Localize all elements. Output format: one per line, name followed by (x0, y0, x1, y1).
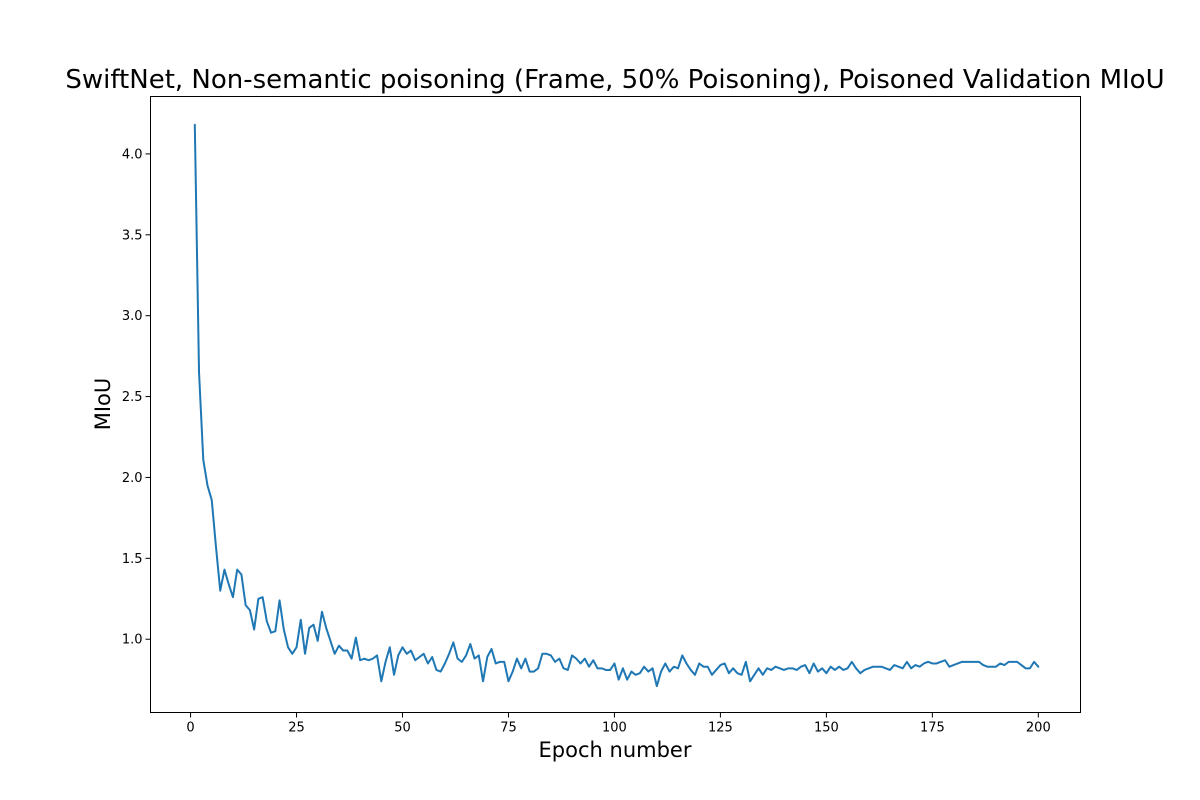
x-axis-label: Epoch number (539, 738, 692, 762)
x-tick-label: 175 (920, 721, 945, 736)
y-tick-label: 1.0 (122, 633, 143, 648)
y-axis-label: MIoU (91, 378, 115, 431)
x-tick-label: 0 (186, 721, 194, 736)
y-tick-label: 2.0 (122, 471, 143, 486)
x-tick-label: 25 (288, 721, 305, 736)
axes-frame (150, 96, 1081, 713)
y-tick-label: 1.5 (122, 552, 143, 567)
x-tick-label: 125 (708, 721, 733, 736)
plot-area (193, 123, 1040, 688)
x-tick-label: 150 (814, 721, 839, 736)
chart-title: SwiftNet, Non-semantic poisoning (Frame,… (65, 65, 1164, 95)
y-tick-label: 4.0 (122, 147, 143, 162)
x-tick-label: 75 (500, 721, 517, 736)
x-tick-label: 200 (1026, 721, 1051, 736)
y-tick-label: 3.5 (122, 228, 143, 243)
y-tick-label: 3.0 (122, 309, 143, 324)
x-axis: 0 25 50 75 100 125 150 175 200 (186, 712, 1051, 736)
x-tick-label: 50 (394, 721, 411, 736)
y-tick-label: 2.5 (122, 390, 143, 405)
y-axis: 1.0 1.5 2.0 2.5 3.0 3.5 4.0 (122, 147, 151, 648)
x-tick-label: 100 (602, 721, 627, 736)
series-line (193, 123, 1040, 688)
